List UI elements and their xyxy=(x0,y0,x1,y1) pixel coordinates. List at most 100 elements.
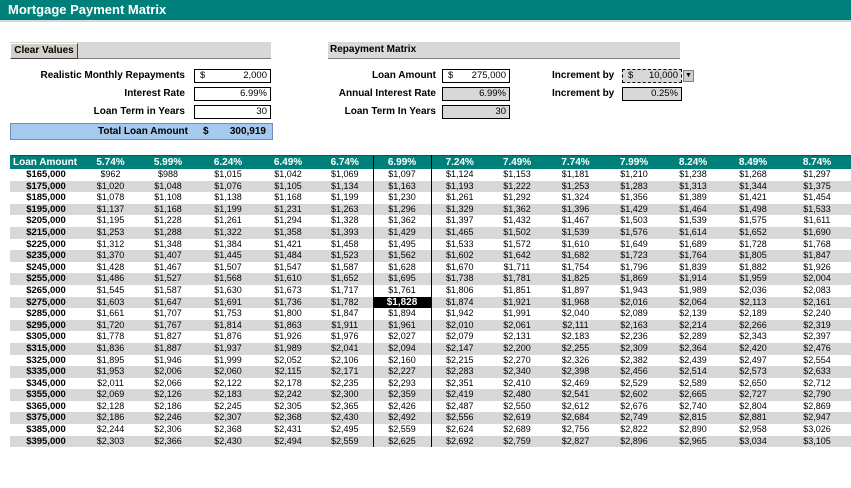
payment-cell: $1,610 xyxy=(259,273,317,285)
payment-cell: $1,736 xyxy=(259,296,317,309)
payment-cell: $1,445 xyxy=(197,250,259,262)
rate-header: 6.99% xyxy=(372,155,432,169)
increment-dropdown-button[interactable]: ▼ xyxy=(683,70,694,82)
payment-cell: $1,805 xyxy=(723,250,783,262)
payment-cell: $2,619 xyxy=(488,412,546,425)
payment-cell: $2,309 xyxy=(605,342,663,355)
payment-cell: $1,764 xyxy=(663,250,723,262)
payment-cell: $2,958 xyxy=(723,424,783,436)
payment-cell: $1,800 xyxy=(259,308,317,320)
payment-cell: $2,822 xyxy=(605,424,663,436)
payment-cell: $1,292 xyxy=(488,192,546,204)
payment-cell: $1,199 xyxy=(317,192,373,204)
matrix-body: $165,000 $962 $988 $1,015 $1,042 $1,069 $1,097… xyxy=(10,169,851,448)
interest-rate-input[interactable]: 6.99% xyxy=(194,87,271,101)
repayment-term-value: 30 xyxy=(495,106,506,117)
payment-cell: $1,572 xyxy=(488,238,546,251)
payment-cell: $2,083 xyxy=(783,284,851,297)
payment-cell: $1,076 xyxy=(197,180,259,193)
payment-cell: $2,242 xyxy=(259,389,317,401)
loan-amount-cell: $345,000 xyxy=(10,377,82,390)
payment-cell: $2,113 xyxy=(723,296,783,309)
payment-cell: $1,396 xyxy=(546,203,605,216)
payment-cell: $1,876 xyxy=(197,331,259,343)
payment-cell: $1,297 xyxy=(783,169,851,181)
payment-cell: $2,200 xyxy=(488,342,546,355)
payment-cell: $2,161 xyxy=(783,296,851,309)
payment-cell: $2,965 xyxy=(663,435,723,448)
loan-amount-label: Loan Amount xyxy=(371,70,436,81)
page-title: Mortgage Payment Matrix xyxy=(8,2,167,17)
payment-cell: $1,894 xyxy=(372,308,432,320)
increment-rate-input[interactable]: 0.25% xyxy=(622,87,682,101)
loan-amount-cell: $305,000 xyxy=(10,331,82,343)
payment-cell: $1,661 xyxy=(82,308,139,320)
payment-cell: $2,171 xyxy=(317,366,373,378)
payment-cell: $1,827 xyxy=(139,331,197,343)
payment-cell: $1,138 xyxy=(197,192,259,204)
payment-cell: $1,828 xyxy=(372,296,432,309)
loan-term-input[interactable]: 30 xyxy=(194,105,271,119)
payment-cell: $2,492 xyxy=(372,412,432,425)
rate-header: 6.74% xyxy=(317,155,373,169)
payment-cell: $2,398 xyxy=(546,366,605,378)
repayments-input[interactable]: $ 2,000 xyxy=(194,69,271,83)
payment-cell: $1,312 xyxy=(82,238,139,251)
total-loan-value: 300,919 xyxy=(229,126,266,137)
payment-cell: $2,890 xyxy=(663,424,723,436)
payment-cell: $2,064 xyxy=(663,296,723,309)
payment-cell: $1,959 xyxy=(723,273,783,285)
rate-header: 5.99% xyxy=(139,155,197,169)
payment-cell: $2,625 xyxy=(372,435,432,448)
payment-cell: $2,305 xyxy=(259,400,317,413)
payment-cell: $2,052 xyxy=(259,354,317,367)
payment-cell: $2,244 xyxy=(82,424,139,436)
payment-cell: $1,288 xyxy=(139,226,197,239)
payment-cell: $1,294 xyxy=(259,215,317,227)
payment-cell: $1,464 xyxy=(663,203,723,216)
payment-cell: $1,717 xyxy=(317,284,373,297)
payment-cell: $1,689 xyxy=(663,238,723,251)
payment-cell: $2,487 xyxy=(431,400,488,413)
table-row: $205,000 $1,195 $1,228 $1,261 $1,294 $1,328 $1… xyxy=(10,215,851,227)
payment-cell: $2,365 xyxy=(317,400,373,413)
clear-values-button[interactable]: Clear Values xyxy=(10,43,78,59)
increment-amount-select[interactable]: $ 10,000 xyxy=(622,69,682,83)
payment-cell: $1,649 xyxy=(605,238,663,251)
payment-cell: $3,034 xyxy=(723,435,783,448)
payment-cell: $1,778 xyxy=(82,331,139,343)
payment-cell: $2,010 xyxy=(431,319,488,332)
loan-amount-input[interactable]: $ 275,000 xyxy=(442,69,510,83)
table-row: $245,000 $1,428 $1,467 $1,507 $1,547 $1,587 $1… xyxy=(10,261,851,274)
payment-cell: $1,533 xyxy=(431,238,488,251)
payment-cell: $1,587 xyxy=(317,261,373,274)
payment-cell: $2,759 xyxy=(488,435,546,448)
payment-cell: $1,781 xyxy=(488,273,546,285)
payment-cell: $2,550 xyxy=(488,400,546,413)
payment-cell: $2,476 xyxy=(783,342,851,355)
payment-cell: $1,020 xyxy=(82,180,139,193)
payment-cell: $1,806 xyxy=(431,284,488,297)
payment-cell: $1,723 xyxy=(605,250,663,262)
rate-header: 6.24% xyxy=(197,155,259,169)
payment-cell: $1,048 xyxy=(139,180,197,193)
payment-cell: $2,326 xyxy=(546,354,605,367)
annual-rate-label: Annual Interest Rate xyxy=(338,88,436,99)
payment-cell: $1,754 xyxy=(546,261,605,274)
payment-cell: $1,502 xyxy=(488,226,546,239)
payment-cell: $1,887 xyxy=(139,342,197,355)
table-row: $395,000 $2,303 $2,366 $2,430 $2,494 $2,559 $2… xyxy=(10,435,851,448)
payment-cell: $1,397 xyxy=(431,215,488,227)
loan-amount-cell: $245,000 xyxy=(10,261,82,274)
payment-cell: $2,255 xyxy=(546,342,605,355)
payment-cell: $2,430 xyxy=(317,412,373,425)
payment-cell: $1,484 xyxy=(259,250,317,262)
annual-rate-field: 6.99% xyxy=(442,87,510,101)
payment-cell: $1,611 xyxy=(783,215,851,227)
payment-cell: $1,738 xyxy=(431,273,488,285)
payment-cell: $2,122 xyxy=(197,377,259,390)
payment-cell: $2,469 xyxy=(546,377,605,390)
table-row: $235,000 $1,370 $1,407 $1,445 $1,484 $1,523 $1… xyxy=(10,250,851,262)
payment-cell: $1,991 xyxy=(488,308,546,320)
repayment-term-field: 30 xyxy=(442,105,510,119)
